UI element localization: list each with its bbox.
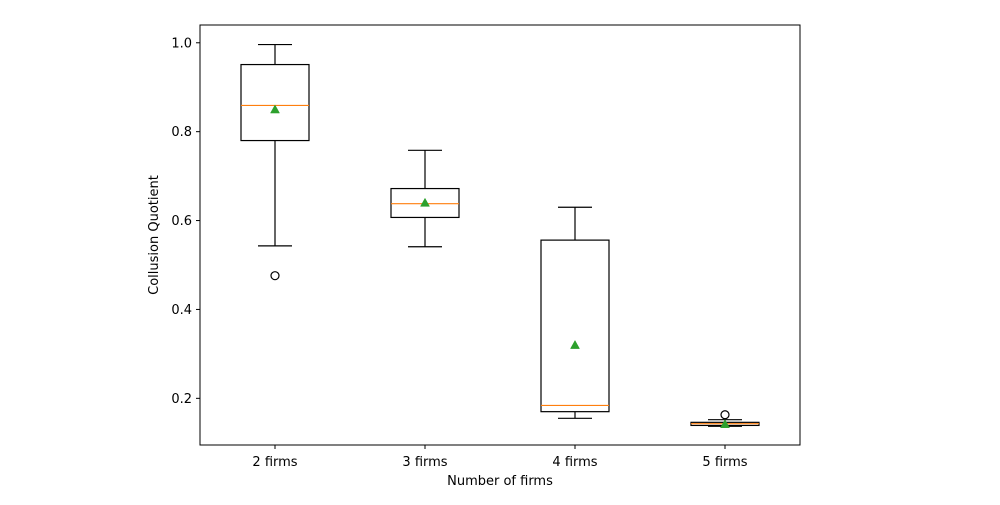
y-tick-label: 0.6: [171, 214, 192, 229]
box-iqr: [240, 63, 310, 142]
y-tick-label: 1.0: [171, 36, 192, 51]
outlier-point: [720, 410, 730, 420]
mean-marker: [570, 339, 580, 349]
axes: 0.2 0.4 0.6 0.8 1.0 2 firms 3 firms 4 firms 5 fi…: [171, 36, 747, 470]
plot-frame: [199, 24, 801, 446]
box-iqr: [540, 239, 610, 413]
x-tick-label: 5 firms: [702, 455, 747, 470]
x-tick-label: 3 firms: [402, 455, 447, 470]
box-group: [390, 149, 460, 248]
plot-area: [240, 43, 760, 428]
outlier-point: [270, 271, 280, 281]
mean-marker: [270, 104, 280, 114]
y-tick-label: 0.8: [171, 125, 192, 140]
x-axis-label: Number of firms: [447, 474, 553, 489]
box-group: [240, 43, 310, 281]
x-tick-label: 4 firms: [552, 455, 597, 470]
y-axis-label: Collusion Quotient: [147, 175, 162, 295]
box-group: [690, 410, 760, 428]
mean-marker: [420, 197, 430, 207]
box-group: [540, 206, 610, 419]
y-tick-label: 0.4: [171, 303, 192, 318]
mean-marker: [720, 419, 730, 428]
y-tick-label: 0.2: [171, 392, 192, 407]
box-iqr: [390, 187, 460, 219]
x-tick-label: 2 firms: [252, 455, 297, 470]
